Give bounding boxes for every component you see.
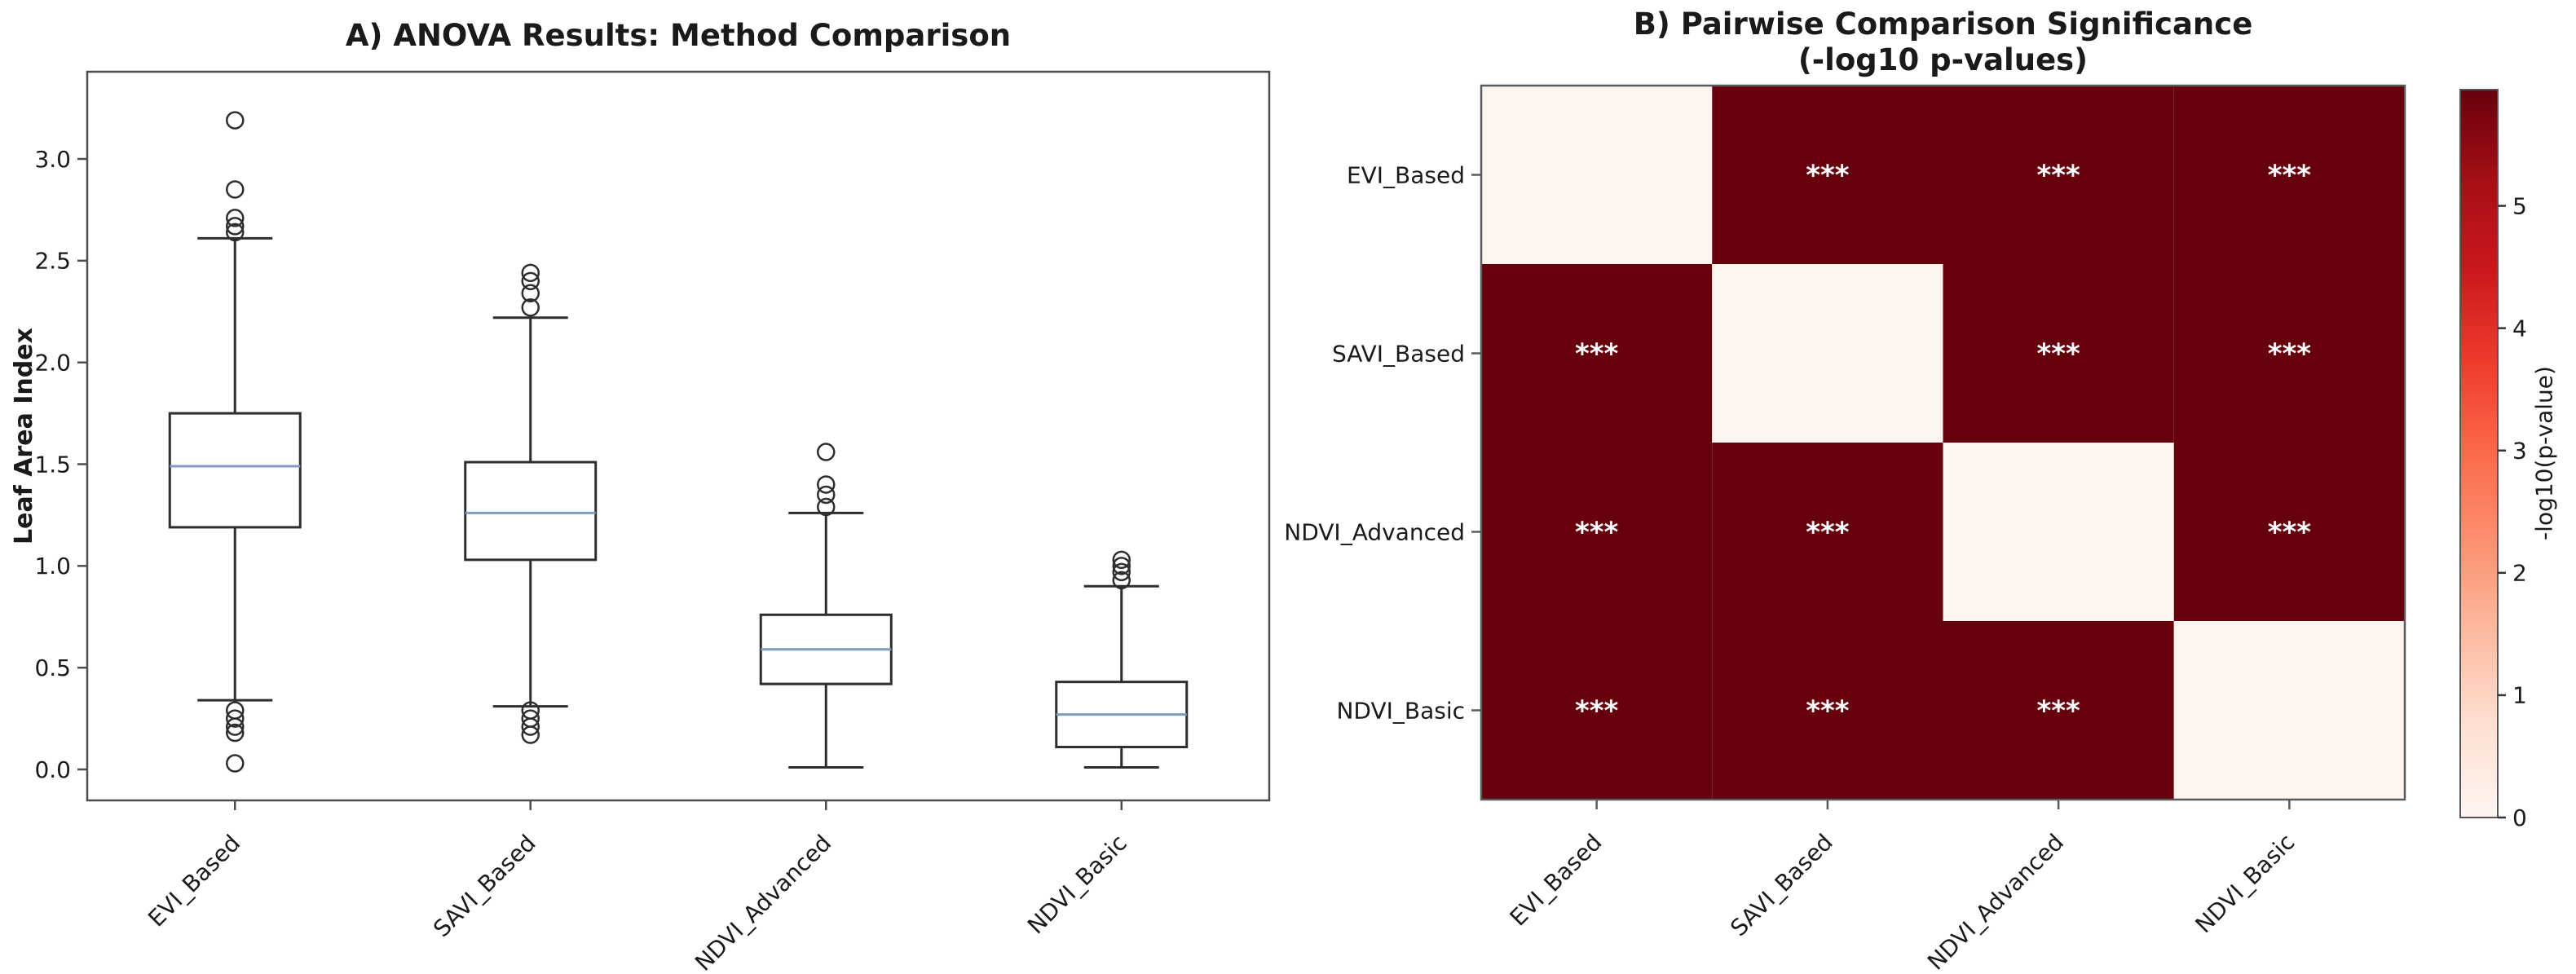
colorbar-tick-label: 1 bbox=[2512, 682, 2527, 709]
outlier-point bbox=[521, 717, 540, 736]
box-NDVI_Basic bbox=[1055, 550, 1189, 769]
outlier-point bbox=[226, 754, 245, 773]
outlier-point bbox=[521, 725, 540, 744]
outlier-point bbox=[226, 180, 245, 199]
outlier-point bbox=[817, 497, 836, 517]
colorbar-tick-label: 4 bbox=[2512, 315, 2527, 342]
heatmap-row-label: SAVI_Based bbox=[1332, 340, 1465, 367]
heatmap-cell bbox=[1943, 264, 2174, 443]
heatmap-cell bbox=[1712, 86, 1943, 264]
y-tick-label: 0.5 bbox=[34, 654, 71, 681]
colorbar-tick-label: 2 bbox=[2512, 560, 2527, 587]
heatmap-cell bbox=[1943, 86, 2174, 264]
box-EVI_Based bbox=[168, 111, 302, 773]
heatmap-cell bbox=[1712, 443, 1943, 621]
significance-stars: *** bbox=[1806, 695, 1850, 728]
outlier-point bbox=[226, 723, 245, 743]
outlier-point bbox=[817, 485, 836, 505]
heatmap-cell bbox=[1943, 621, 2174, 800]
outlier-point bbox=[1112, 562, 1131, 582]
outlier-point bbox=[1112, 571, 1131, 590]
significance-stars: *** bbox=[2268, 160, 2312, 192]
colorbar-tick-label: 5 bbox=[2512, 192, 2527, 219]
significance-stars: *** bbox=[2268, 338, 2312, 371]
outlier-point bbox=[817, 475, 836, 494]
panel-a-title: A) ANOVA Results: Method Comparison bbox=[345, 18, 1012, 53]
x-tick-label: NDVI_Advanced bbox=[690, 830, 836, 974]
heatmap-row-label: NDVI_Advanced bbox=[1284, 518, 1465, 545]
y-tick-label: 1.5 bbox=[34, 451, 71, 478]
heatmap-cell bbox=[1481, 621, 1713, 800]
colorbar-gradient bbox=[2459, 89, 2499, 818]
y-tick-label: 0.0 bbox=[34, 756, 71, 783]
panel-b-title: B) Pairwise Comparison Significance (-lo… bbox=[1481, 7, 2405, 78]
heatmap-cell bbox=[1712, 264, 1943, 443]
heatmap-col-label: SAVI_Based bbox=[1725, 829, 1838, 942]
y-tick-label: 1.0 bbox=[34, 553, 71, 580]
axes-frame bbox=[86, 70, 1271, 802]
significance-stars: *** bbox=[1575, 517, 1619, 549]
significance-stars: *** bbox=[1806, 160, 1850, 192]
outlier-point bbox=[226, 709, 245, 728]
heatmap-cell bbox=[1943, 443, 2174, 621]
heatmap-cell bbox=[1712, 621, 1943, 800]
outlier-point bbox=[226, 223, 245, 242]
heatmap-cell bbox=[2173, 443, 2405, 621]
outlier-point bbox=[521, 298, 540, 317]
significance-heatmap-panel: *** *** *** *** *** *** *** *** *** *** *** *** EVI_… bbox=[1284, 84, 2406, 974]
outlier-point bbox=[521, 284, 540, 303]
outlier-point bbox=[521, 263, 540, 283]
significance-stars: *** bbox=[1806, 517, 1850, 549]
significance-stars: *** bbox=[2268, 517, 2312, 549]
heatmap-cell bbox=[2173, 264, 2405, 443]
panel-b-title-line2: (-log10 p-values) bbox=[1797, 42, 2089, 77]
heatmap-cell bbox=[1481, 264, 1713, 443]
outlier-point bbox=[1112, 550, 1131, 570]
heatmap-col-label: EVI_Based bbox=[1505, 829, 1608, 932]
x-tick-label: SAVI_Based bbox=[428, 830, 541, 943]
heatmap-cell bbox=[1481, 86, 1713, 264]
colorbar-tick-label: 0 bbox=[2512, 804, 2527, 831]
anova-boxplot-panel: 0.0 0.5 1.0 1.5 2.0 2.5 3.0 EVI_Based SAVI_Based… bbox=[34, 70, 1271, 974]
iqr-box bbox=[464, 461, 598, 562]
x-tick-label: NDVI_Basic bbox=[1022, 830, 1132, 940]
y-tick-label: 3.0 bbox=[34, 146, 71, 173]
heatmap-col-label: NDVI_Basic bbox=[2190, 829, 2300, 939]
heatmap-row-label: NDVI_Basic bbox=[1336, 697, 1465, 724]
significance-stars: *** bbox=[2036, 160, 2080, 192]
significance-stars: *** bbox=[2036, 695, 2080, 728]
y-tick-label: 2.0 bbox=[34, 349, 71, 376]
heatmap-frame bbox=[1480, 84, 2406, 801]
heatmap-row-label: EVI_Based bbox=[1347, 161, 1465, 188]
outlier-point bbox=[226, 217, 245, 236]
box-NDVI_Advanced bbox=[759, 443, 893, 769]
colorbar-tick-label: 3 bbox=[2512, 438, 2527, 465]
panel-b-title-line1: B) Pairwise Comparison Significance bbox=[1633, 7, 2253, 42]
outlier-point bbox=[1112, 557, 1131, 575]
outlier-point bbox=[226, 209, 245, 227]
colorbar: 0 1 2 3 4 5 bbox=[2459, 89, 2527, 831]
heatmap-cell bbox=[2173, 86, 2405, 264]
outlier-point bbox=[226, 111, 245, 130]
iqr-box bbox=[168, 412, 302, 529]
significance-stars: *** bbox=[1575, 695, 1619, 728]
outlier-point bbox=[817, 443, 836, 461]
box-SAVI_Based bbox=[464, 263, 598, 744]
y-tick-label: 2.5 bbox=[34, 248, 71, 275]
outlier-point bbox=[226, 717, 245, 736]
significance-stars: *** bbox=[2036, 338, 2080, 371]
outlier-point bbox=[521, 271, 540, 291]
x-tick-label: EVI_Based bbox=[143, 830, 245, 932]
heatmap-cell bbox=[1481, 443, 1713, 621]
significance-stars: *** bbox=[1575, 338, 1619, 371]
heatmap-cell bbox=[2173, 621, 2405, 800]
heatmap-col-label: NDVI_Advanced bbox=[1922, 829, 2069, 974]
